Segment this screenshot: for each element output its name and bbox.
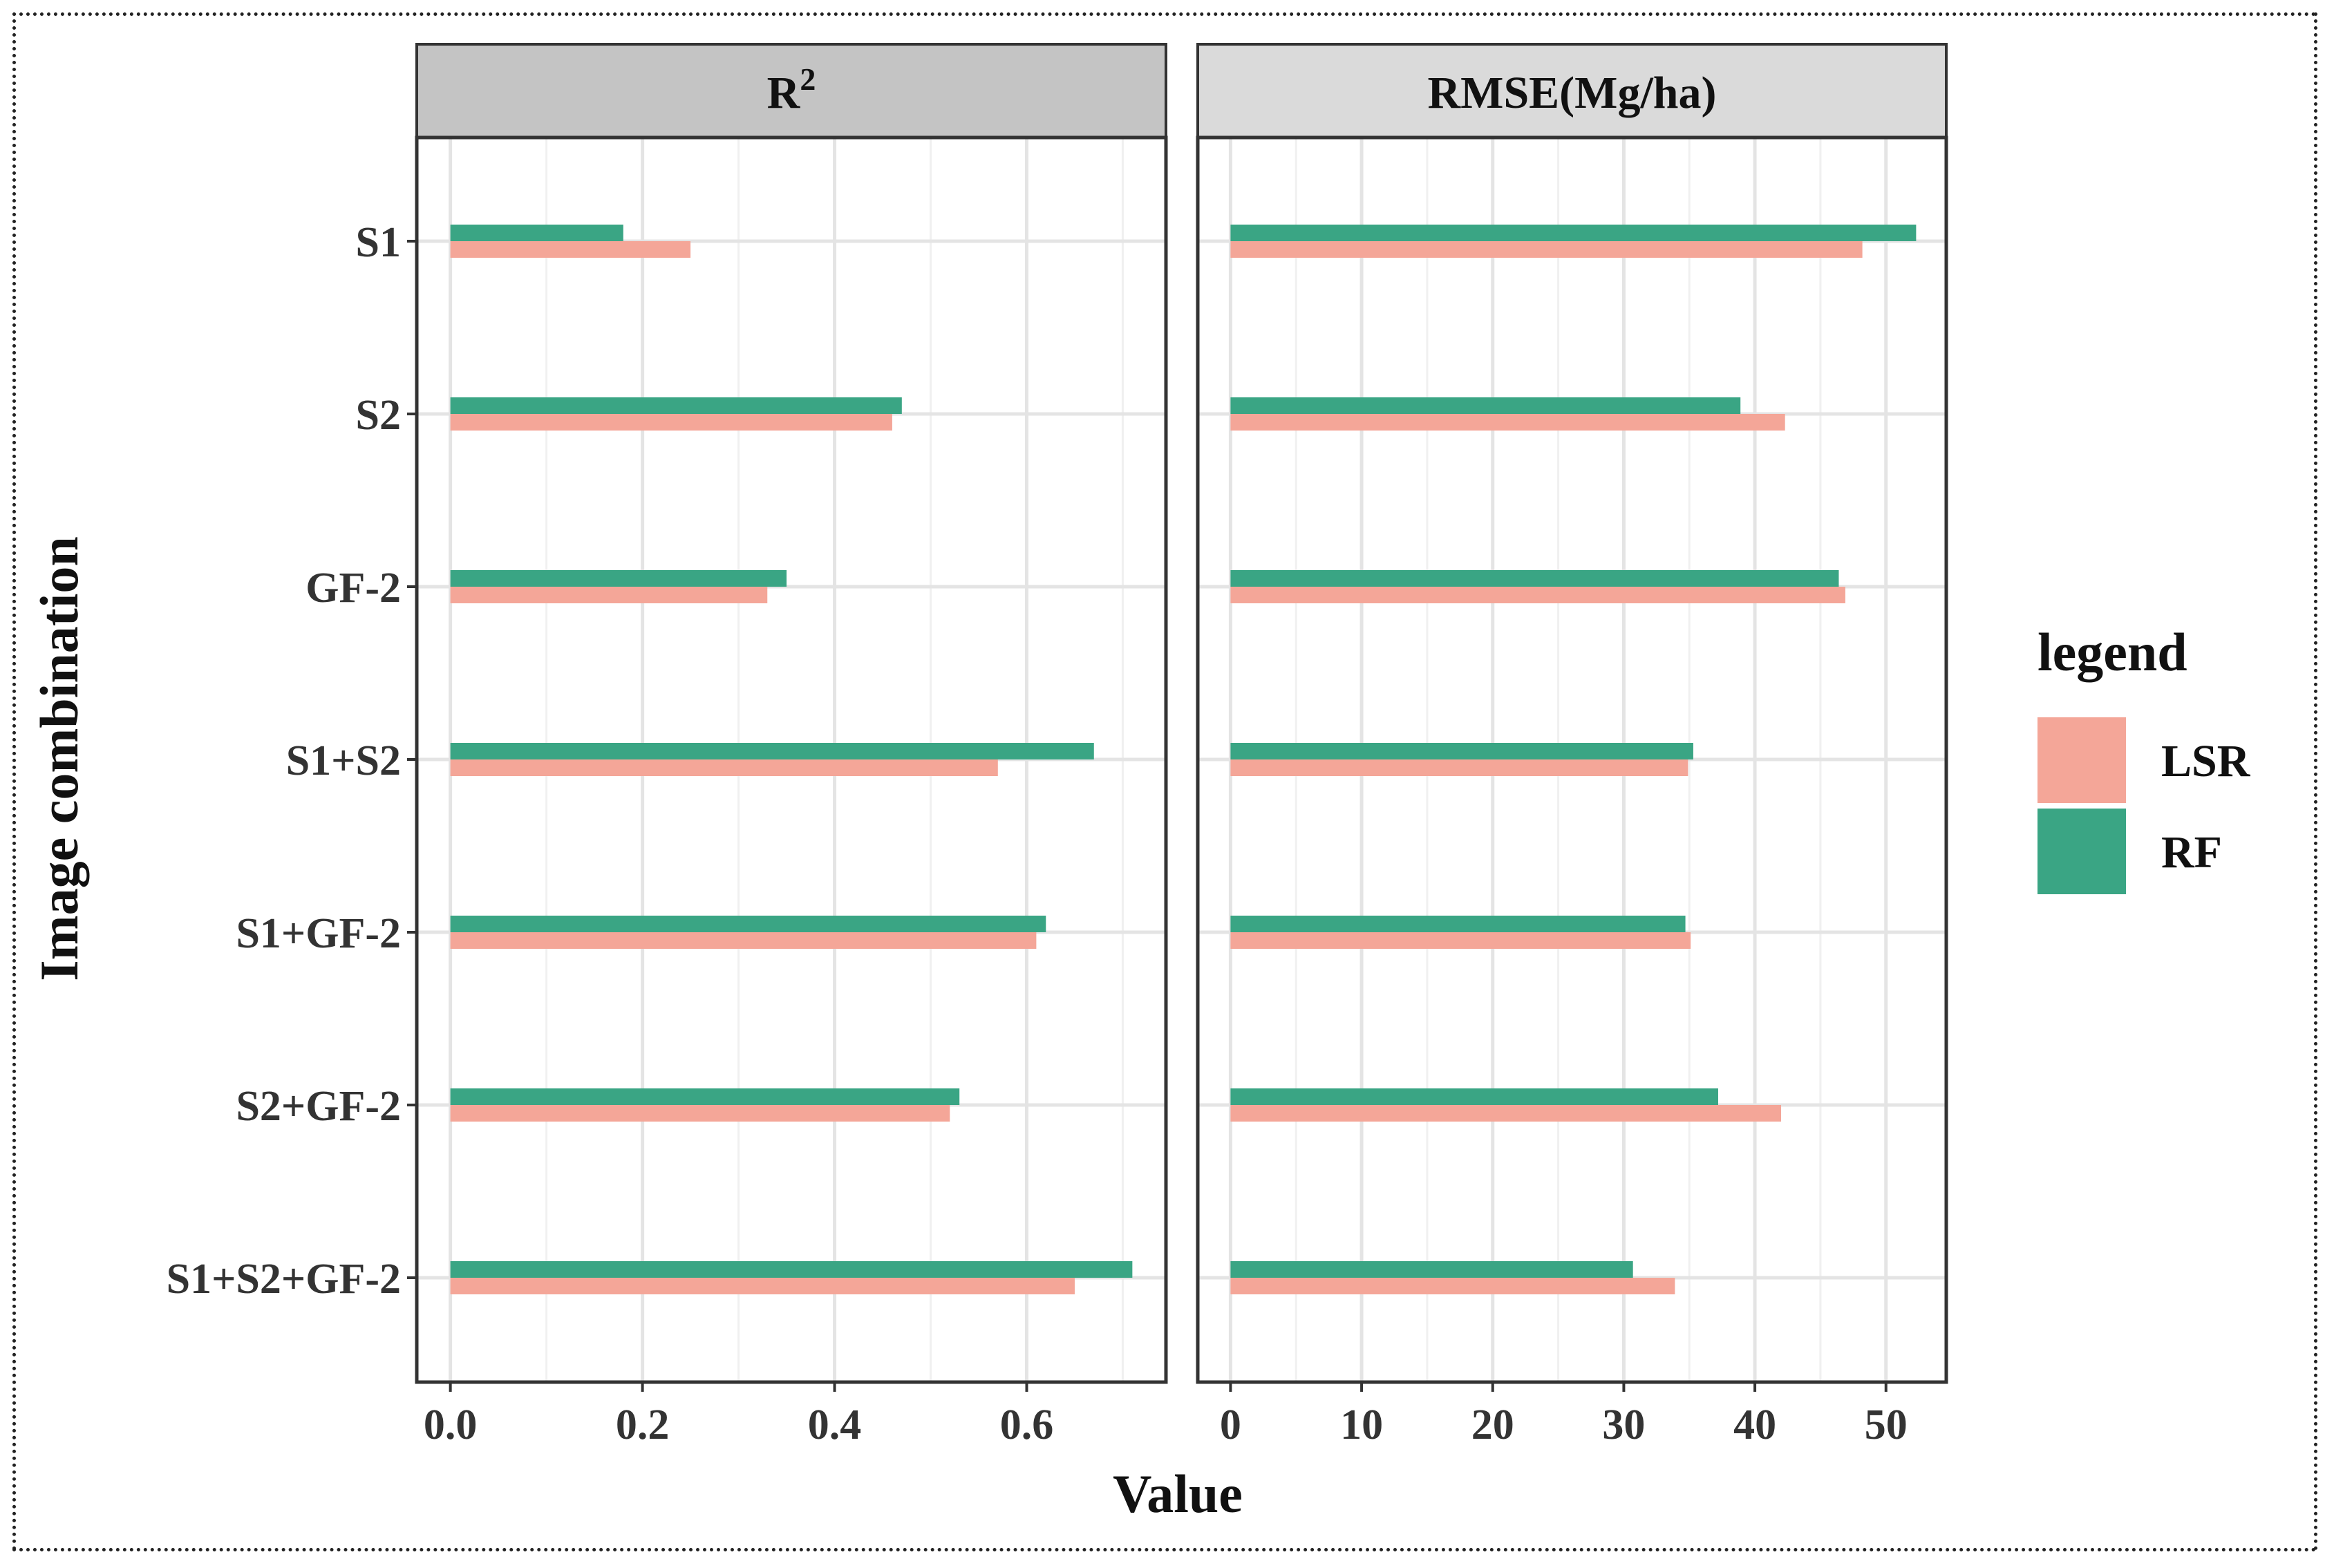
panel-title-superscript: 2 [800,62,816,97]
bar-rf [1230,1261,1633,1278]
panel-2: RMSE(Mg/ha) 0 10 20 30 40 50 [1196,43,1948,1448]
legend-swatch-rf [2037,809,2126,894]
panel-border [1196,135,1948,1384]
legend-swatch-lsr [2037,717,2126,803]
bar-rf [450,1088,960,1105]
bar-rf [450,1261,1133,1278]
x-tick-label: 0 [1220,1401,1241,1448]
bar-lsr [450,932,1037,949]
x-tick-label: 30 [1602,1401,1645,1448]
x-tick-label: 20 [1471,1401,1514,1448]
bar-lsr [450,414,892,431]
bar-rf [450,743,1094,759]
bar-rf [1230,397,1741,414]
legend-label-lsr: LSR [2161,736,2251,786]
bar-rf [450,570,787,587]
category-label: GF-2 [305,565,401,612]
bar-lsr [450,241,691,258]
legend-label-rf: RF [2161,827,2222,878]
bar-rf [1230,570,1839,587]
bar-rf [1230,743,1693,759]
panel-title: RMSE(Mg/ha) [1428,68,1717,118]
category-label: S1 [356,219,401,266]
bar-lsr [1230,932,1691,949]
category-label: S1+GF-2 [236,910,401,957]
bar-lsr [450,1105,950,1122]
category-label: S1+S2 [286,737,401,784]
x-tick-label: 10 [1340,1401,1383,1448]
bar-lsr [1230,414,1785,431]
bar-rf [450,397,902,414]
y-axis-title: Image combination [29,536,89,981]
bar-lsr [1230,241,1863,258]
x-tick-label: 0.4 [808,1401,862,1448]
bar-lsr [450,1278,1075,1294]
category-label: S2 [356,392,401,439]
legend-title: legend [2037,622,2187,682]
bar-rf [450,225,623,241]
category-label: S1+S2+GF-2 [167,1256,401,1303]
x-tick-label: 0.0 [424,1401,478,1448]
bar-rf [1230,916,1686,932]
bar-lsr [1230,587,1845,603]
bar-rf [1230,1088,1718,1105]
x-tick-label: 40 [1733,1401,1776,1448]
bar-lsr [450,759,998,776]
bar-lsr [450,587,768,603]
x-tick-label: 0.2 [616,1401,670,1448]
bar-lsr [1230,1278,1675,1294]
panel-strip [1196,43,1948,139]
x-tick-label: 0.6 [1000,1401,1054,1448]
figure-frame [12,12,2317,1551]
panel-1: R20.0 0.2 0.4 0.6 [415,43,1168,1448]
category-label: S2+GF-2 [236,1083,401,1130]
x-tick-label: 50 [1865,1401,1908,1448]
bar-lsr [1230,1105,1782,1122]
bar-rf [1230,225,1917,241]
x-axis-title: Value [1113,1464,1243,1524]
bar-rf [450,916,1046,932]
legend: legend LSR RF [2037,622,2251,894]
category-labels: S1 S2 GF-2 S1+S2 S1+GF-2 S2+GF-2 S1+S2+GF-2 [167,219,417,1303]
bar-lsr [1230,759,1688,776]
